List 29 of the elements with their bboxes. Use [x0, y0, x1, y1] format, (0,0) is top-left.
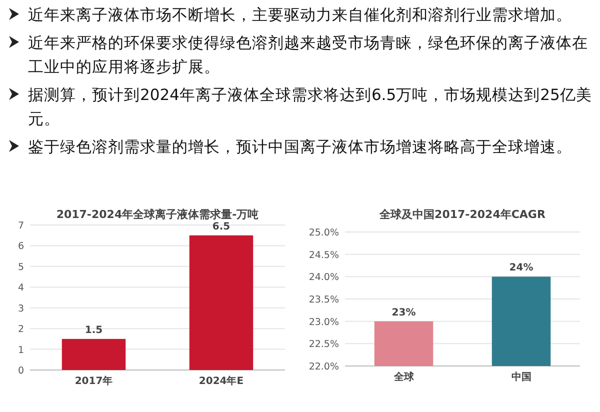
y-tick-label: 22.0%	[308, 362, 339, 372]
y-tick-label: 25.0%	[308, 228, 339, 238]
chart-title: 全球及中国2017-2024年CAGR	[378, 208, 546, 221]
x-tick-label: 全球	[392, 371, 415, 383]
y-tick-label: 2	[18, 324, 24, 336]
data-label: 23%	[392, 307, 416, 318]
y-tick-label: 7	[18, 220, 24, 232]
data-label: 1.5	[84, 324, 103, 336]
y-tick-label: 4	[18, 282, 24, 294]
y-tick-label: 23.0%	[308, 316, 339, 328]
data-label: 24%	[509, 262, 534, 274]
data-label: 6.5	[212, 221, 230, 232]
y-tick-label: 24.5%	[308, 250, 339, 261]
text: 近年来严格的环保要求使得绿色溶剂越来越受市场青睐，绿色环保的离子液体在工业中的应用将逐步扩展。	[28, 34, 588, 76]
x-tick-label: 2024年E	[198, 375, 244, 387]
y-tick-label: 0	[18, 366, 24, 376]
y-tick-label: 23.5%	[308, 294, 339, 306]
y-tick-label: 24.0%	[308, 272, 339, 284]
y-tick-label: 22.5%	[308, 339, 339, 350]
y-tick-label: 3	[18, 303, 24, 314]
y-tick-label: 5	[18, 262, 24, 273]
chart-title: 2017-2024年全球离子液体需求量-万吨	[56, 208, 259, 221]
x-tick-label: 中国	[511, 371, 532, 383]
text: 据测算，预计到2024年离子液体全球需求将达到6.5万吨，市场规模达到25亿美元。	[28, 86, 592, 128]
x-tick-label: 2017年	[74, 375, 113, 387]
text: 近年来离子液体市场不断增长，主要驱动力来自催化剂和溶剂行业需求增加。	[28, 6, 572, 24]
text: 鉴于绿色溶剂需求量的增长，预计中国离子液体市场增速将略高于全球增速。	[28, 138, 572, 156]
y-tick-label: 6	[18, 241, 24, 252]
y-tick-label: 1	[18, 344, 24, 356]
